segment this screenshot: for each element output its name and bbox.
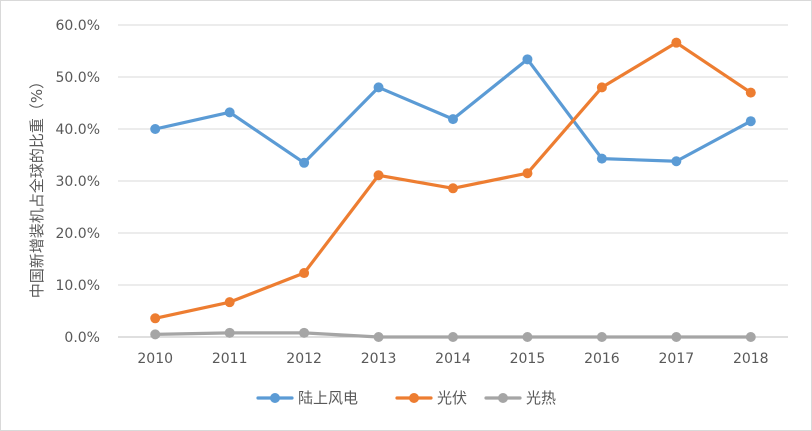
data-point <box>745 87 756 98</box>
data-point <box>448 114 458 125</box>
data-point <box>150 329 161 340</box>
data-point <box>448 332 458 342</box>
data-point <box>373 332 384 342</box>
x-tick-label: 2013 <box>361 351 397 367</box>
legend-swatch-marker <box>409 393 419 403</box>
x-tick-label: 2014 <box>435 351 471 367</box>
data-point <box>745 116 756 127</box>
y-tick-label: 60.0% <box>56 18 100 34</box>
y-tick-label: 30.0% <box>56 174 100 190</box>
x-tick-label: 2017 <box>659 351 695 367</box>
gridlines <box>118 24 788 338</box>
data-point <box>224 327 235 338</box>
y-axis-label: 中国新增装机占全球的比重（%） <box>28 74 46 298</box>
x-tick-label: 2015 <box>510 351 546 367</box>
x-axis-ticks: 2010 2011 2012 2013 2014 2015 2016 2017 2018 <box>137 351 768 367</box>
data-point <box>596 153 607 164</box>
x-tick-label: 2010 <box>137 351 173 367</box>
data-point <box>299 327 310 338</box>
legend: 陆上风电 光伏 光热 <box>256 389 556 407</box>
data-point <box>596 332 607 342</box>
series-2 <box>150 37 756 324</box>
data-point <box>596 82 607 93</box>
series-line <box>153 41 753 320</box>
data-point <box>745 332 756 342</box>
data-point <box>671 332 682 342</box>
data-point <box>150 124 161 134</box>
y-tick-label: 10.0% <box>56 278 100 294</box>
legend-swatch-marker <box>498 393 508 403</box>
x-tick-label: 2012 <box>286 351 322 367</box>
x-tick-label: 2016 <box>584 351 620 367</box>
series-1 <box>150 54 756 168</box>
data-point <box>224 107 235 118</box>
series-group <box>150 37 756 342</box>
data-point <box>373 82 384 93</box>
data-point <box>671 156 682 167</box>
series-3 <box>150 327 756 342</box>
y-axis-ticks: 0.0% 10.0% 20.0% 30.0% 40.0% 50.0% 60.0% <box>56 18 100 346</box>
x-tick-label: 2018 <box>733 351 769 367</box>
y-tick-label: 40.0% <box>56 122 100 138</box>
x-tick-label: 2011 <box>212 351 248 367</box>
legend-item: 陆上风电 <box>256 389 358 407</box>
data-point <box>448 183 458 194</box>
y-tick-label: 50.0% <box>56 70 100 86</box>
legend-item: 光热 <box>484 389 556 407</box>
series-line <box>153 57 753 165</box>
data-point <box>522 332 533 342</box>
legend-swatch-marker <box>270 393 280 403</box>
legend-label: 光热 <box>526 389 556 407</box>
legend-label: 陆上风电 <box>298 389 358 407</box>
y-tick-label: 0.0% <box>64 330 100 346</box>
data-point <box>224 297 235 308</box>
data-point <box>299 268 310 279</box>
data-point <box>150 313 161 324</box>
y-tick-label: 20.0% <box>56 226 100 242</box>
data-point <box>522 54 533 65</box>
data-point <box>671 37 682 48</box>
legend-item: 光伏 <box>395 389 467 407</box>
data-point <box>373 170 384 181</box>
data-point <box>522 168 533 179</box>
data-point <box>299 157 310 168</box>
legend-label: 光伏 <box>437 389 467 407</box>
